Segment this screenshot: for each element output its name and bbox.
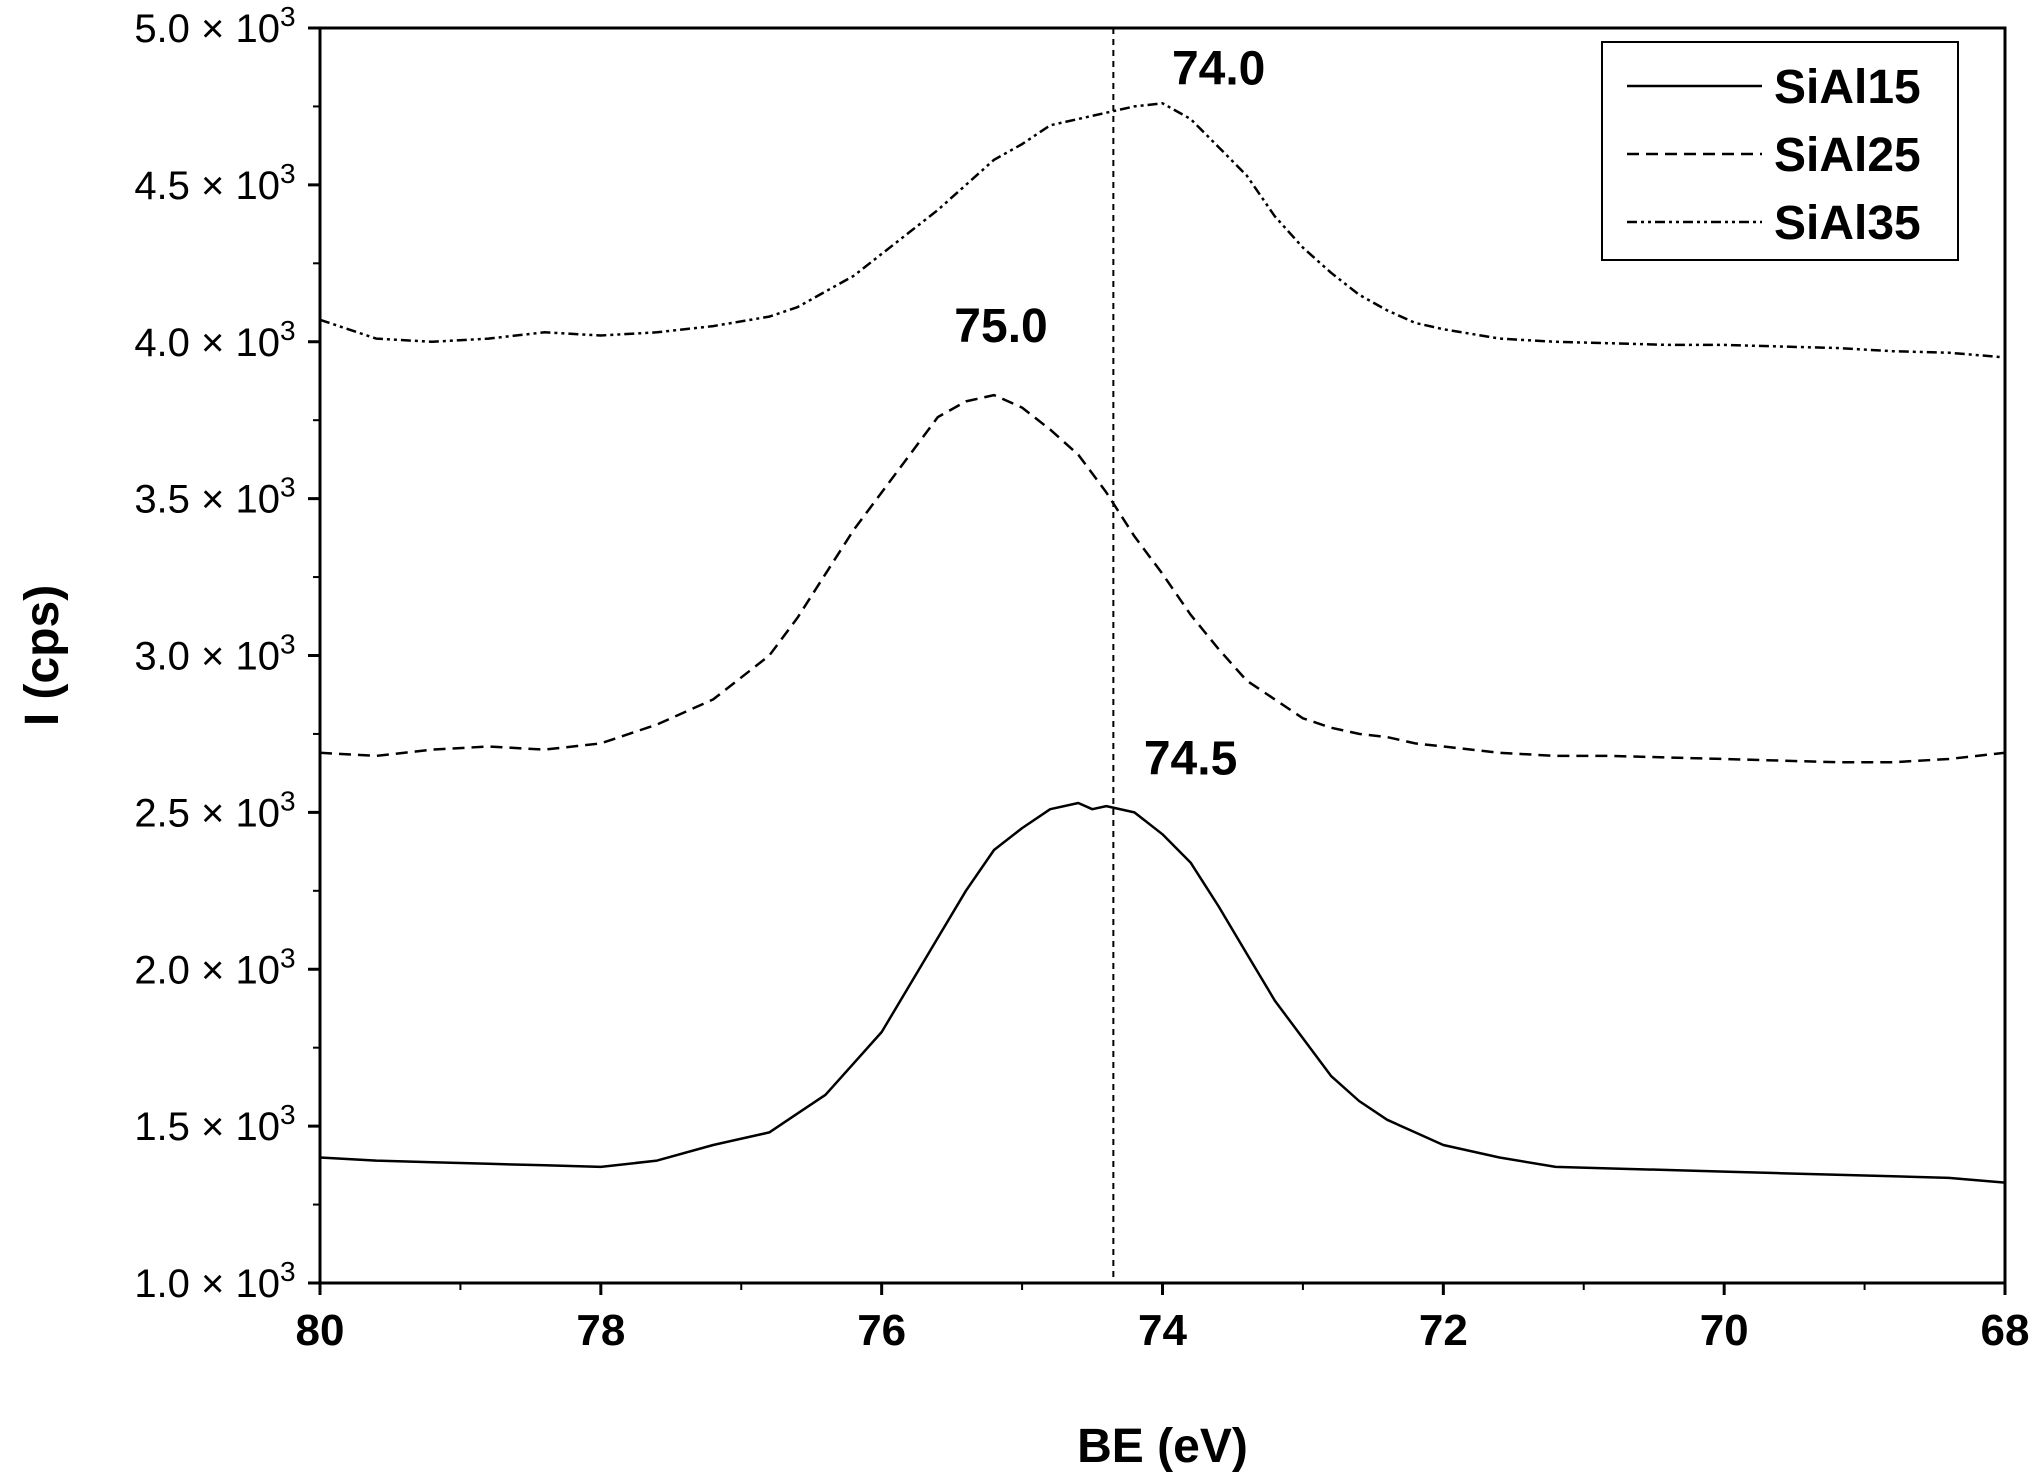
legend-label-sial25: SiAl25 (1774, 129, 1921, 182)
y-tick-exponent: 3 (280, 1256, 296, 1287)
data-series (319, 102, 2006, 1184)
x-tick-label: 80 (296, 1306, 345, 1355)
x-tick-label: 78 (576, 1306, 625, 1355)
y-tick-exponent: 3 (280, 942, 296, 973)
series-line-sial15 (319, 801, 2006, 1184)
x-tick-label: 72 (1419, 1306, 1468, 1355)
y-tick-exponent: 3 (280, 1099, 296, 1130)
y-tick-label: 2.0 × 10 (134, 948, 280, 992)
legend-box (1601, 41, 1959, 261)
y-tick-exponent: 3 (280, 472, 296, 503)
x-axis-ticks: 80 78 76 74 72 70 68 (296, 1283, 2030, 1355)
x-tick-label: 74 (1138, 1306, 1187, 1355)
x-tick-label: 76 (857, 1306, 906, 1355)
x-tick-label: 68 (1981, 1306, 2030, 1355)
peak-label: 74.5 (1144, 733, 1237, 786)
y-tick-label: 4.5 × 10 (134, 164, 280, 208)
y-tick-label: 3.0 × 10 (134, 635, 280, 679)
y-tick-label: 4.0 × 10 (134, 321, 280, 365)
series-line-sial25 (319, 393, 2006, 764)
series-line-sial35 (319, 102, 2006, 359)
y-tick-label: 1.5 × 10 (134, 1105, 280, 1149)
y-tick-label: 2.5 × 10 (134, 791, 280, 835)
y-tick-label: 3.5 × 10 (134, 478, 280, 522)
y-axis-ticks: 1.0 × 10 31.5 × 10 32.0 × 10 32.5 × 10 33.0 … (134, 1, 320, 1306)
y-tick-exponent: 3 (280, 158, 296, 189)
legend: SiAl15 SiAl25 SiAl35 (1601, 41, 1959, 261)
legend-label-sial15: SiAl15 (1774, 61, 1921, 114)
y-tick-exponent: 3 (280, 1, 296, 32)
y-axis-title: I (cps) (16, 585, 69, 726)
peak-label: 74.0 (1172, 42, 1265, 95)
x-tick-label: 70 (1700, 1306, 1749, 1355)
plot-frame (318, 26, 2007, 1285)
peak-annotations: 74.0 75.0 74.5 (954, 42, 1265, 785)
y-tick-exponent: 3 (280, 785, 296, 816)
y-tick-label: 1.0 × 10 (134, 1262, 280, 1306)
y-tick-exponent: 3 (280, 315, 296, 346)
y-tick-label: 5.0 × 10 (134, 7, 280, 51)
x-axis-title: BE (eV) (1077, 1420, 1248, 1473)
legend-label-sial35: SiAl35 (1774, 197, 1921, 250)
peak-label: 75.0 (954, 300, 1047, 353)
y-tick-exponent: 3 (280, 629, 296, 660)
